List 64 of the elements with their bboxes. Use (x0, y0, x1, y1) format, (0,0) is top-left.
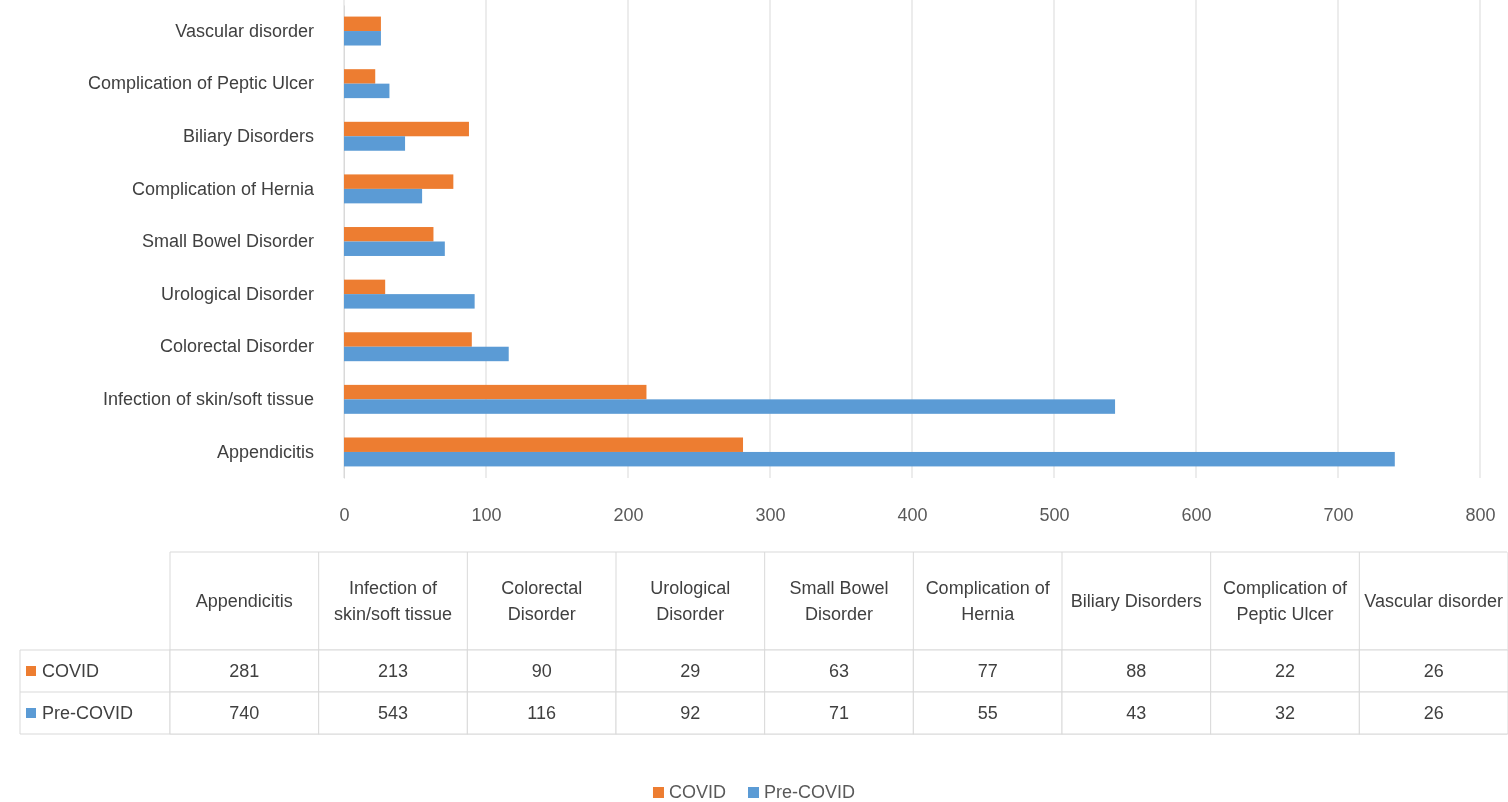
y-tick-label: Biliary Disorders (182, 126, 314, 147)
bar (344, 279, 386, 295)
data-label: 26 (1423, 661, 1444, 681)
bar (344, 437, 744, 452)
x-tick-label: Colorectal Disorder (501, 578, 583, 624)
data-label: 88 (1126, 661, 1147, 681)
bar (344, 136, 406, 151)
x-tick-label: Complication of Peptic Ulcer (1222, 578, 1349, 624)
x-tick-label: Biliary Disorders (1070, 591, 1202, 611)
legend-label: COVID (668, 782, 726, 802)
data-label: 92 (680, 703, 701, 723)
bar (344, 399, 1116, 414)
x-tick-label: 200 (613, 504, 644, 525)
y-tick-label: Complication of Hernia (131, 178, 315, 199)
bar (344, 241, 445, 256)
data-label: 43 (1126, 703, 1147, 723)
data-label: 213 (377, 661, 409, 681)
y-tick-label: Complication of Peptic Ulcer (87, 73, 314, 94)
bar (344, 121, 469, 137)
y-tick-label: Vascular disorder (175, 20, 314, 41)
data-label: 740 (229, 703, 260, 723)
y-tick-label: Small Bowel Disorder (141, 231, 314, 252)
y-tick-label: Colorectal Disorder (159, 336, 314, 357)
x-tick-label: Urological Disorder (650, 578, 731, 624)
x-tick-label: 600 (1181, 504, 1212, 525)
x-tick-label: 800 (1465, 504, 1496, 525)
data-label: 55 (977, 703, 998, 723)
data-label: 116 (527, 703, 557, 723)
data-label: 32 (1274, 703, 1296, 723)
bar (344, 384, 647, 400)
y-tick-label: Urological Disorder (160, 283, 314, 304)
bar (344, 83, 390, 99)
bar (344, 31, 381, 46)
y-tick-label: Infection of skin/soft tissue (102, 389, 314, 410)
bar (344, 227, 434, 242)
bar (344, 69, 376, 84)
bar (344, 332, 472, 347)
bar (344, 188, 423, 204)
x-tick-label: 500 (1039, 504, 1070, 525)
x-tick-label: 100 (471, 504, 502, 525)
bar (344, 346, 509, 362)
bar (344, 294, 475, 309)
data-label: 77 (977, 661, 998, 681)
legend-label: Pre-COVID (764, 782, 856, 802)
x-tick-label: 300 (755, 504, 786, 525)
data-label: 29 (680, 661, 701, 681)
x-tick-label: 0 (339, 504, 350, 525)
x-tick-label: 400 (897, 504, 928, 525)
bar (344, 451, 1395, 467)
data-label: 543 (377, 703, 409, 723)
data-label: 71 (828, 703, 850, 723)
data-label: 63 (828, 661, 850, 681)
x-tick-label: Complication of Hernia (925, 578, 1051, 624)
bar (344, 174, 454, 189)
x-tick-label: Small Bowel Disorder (789, 578, 889, 624)
x-tick-label: Infection of skin/soft tissue (333, 578, 453, 624)
x-tick-label: 700 (1323, 504, 1354, 525)
data-label: 90 (531, 661, 552, 681)
data-label: 26 (1423, 703, 1444, 723)
data-label: 281 (229, 661, 260, 681)
data-label: 22 (1274, 661, 1296, 681)
y-tick-label: Appendicitis (216, 441, 314, 462)
x-tick-label: Vascular disorder (1364, 591, 1504, 611)
bar (344, 16, 381, 32)
